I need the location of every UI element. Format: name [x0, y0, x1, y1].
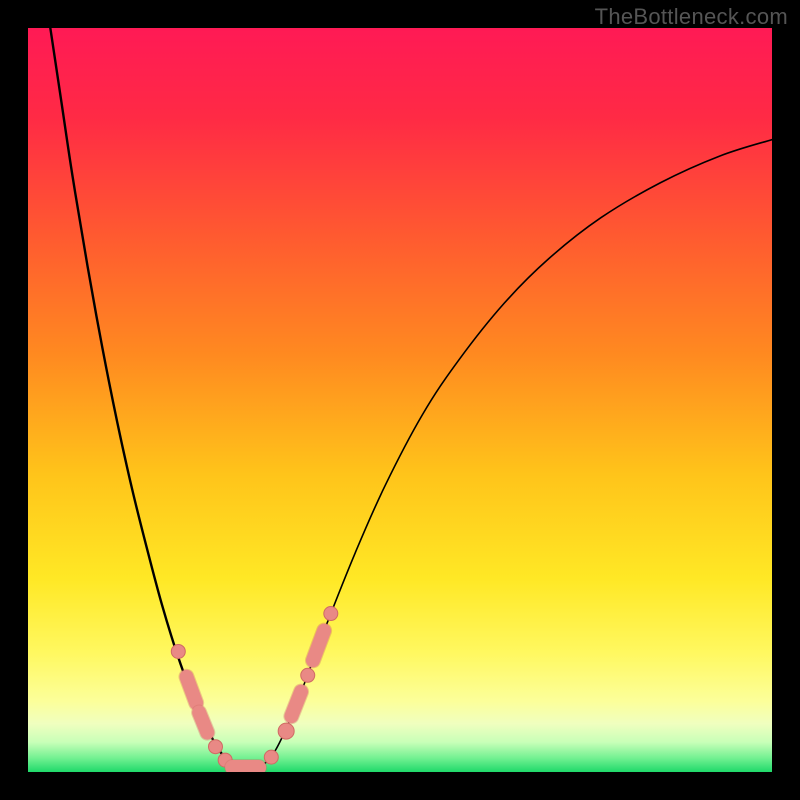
marker-capsule [199, 712, 207, 732]
marker-dot [208, 740, 222, 754]
marker-capsule [291, 692, 301, 717]
marker-dot [264, 750, 278, 764]
marker-dot [301, 668, 315, 682]
watermark-text: TheBottleneck.com [595, 4, 788, 30]
marker-dot [324, 607, 338, 621]
chart-container: TheBottleneck.com [0, 0, 800, 800]
marker-dot [171, 644, 185, 658]
plot-area [28, 28, 772, 772]
marker-capsule [186, 677, 196, 703]
marker-dot [278, 723, 294, 739]
gradient-background [28, 28, 772, 772]
bottleneck-curve-chart [28, 28, 772, 772]
